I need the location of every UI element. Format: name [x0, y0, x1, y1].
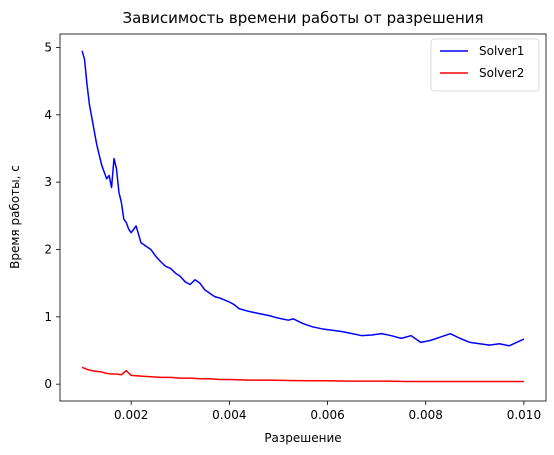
x-tick-label: 0.006	[310, 408, 344, 422]
tick-layer: 0.002 0.004 0.006 0.008 0.010 0 1 2 3 4 5	[44, 40, 541, 422]
y-tick-label: 5	[44, 40, 52, 54]
y-axis-label: Время работы, с	[8, 165, 22, 269]
x-tick-label: 0.002	[114, 408, 148, 422]
series-layer	[81, 50, 525, 383]
y-tick-label: 4	[44, 108, 52, 122]
legend-box	[430, 38, 540, 92]
y-tick-label: 2	[44, 242, 52, 256]
legend-label-solver1: Solver1	[479, 44, 524, 58]
series-line-solver2	[81, 366, 524, 383]
series-line-solver1	[81, 50, 525, 347]
legend: Solver1 Solver2	[430, 38, 540, 92]
x-tick-label: 0.010	[507, 408, 541, 422]
x-axis-label: Разрешение	[264, 431, 341, 445]
y-tick-label: 0	[44, 377, 52, 391]
legend-label-solver2: Solver2	[479, 66, 524, 80]
y-tick-label: 3	[44, 175, 52, 189]
x-tick-label: 0.008	[409, 408, 443, 422]
plot-frame	[59, 33, 547, 402]
chart-title: Зависимость времени работы от разрешения	[122, 9, 483, 27]
y-tick-label: 1	[44, 310, 52, 324]
x-tick-label: 0.004	[212, 408, 246, 422]
